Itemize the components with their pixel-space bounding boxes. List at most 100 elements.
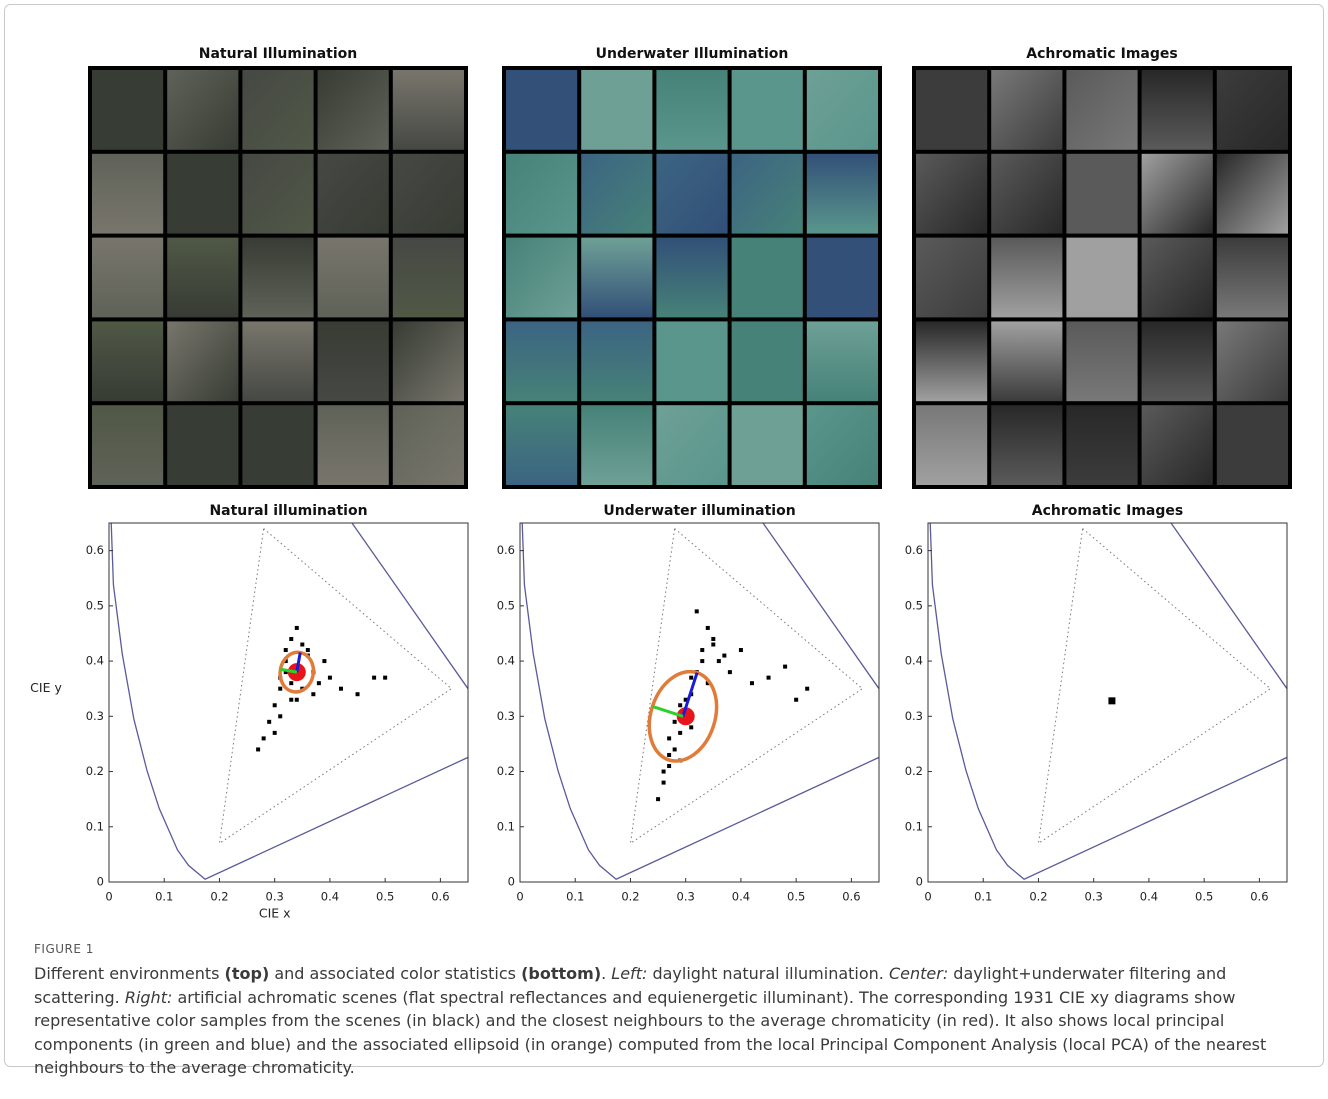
caption-run: (top) — [225, 964, 270, 983]
x-tick-label: 0.6 — [842, 890, 860, 904]
sample-point — [695, 609, 699, 613]
y-tick-label: 0.2 — [905, 764, 923, 778]
x-tick-label: 0 — [924, 890, 931, 904]
figure: Natural IlluminationUnderwater Illuminat… — [0, 0, 1328, 1099]
spectral-locus — [930, 523, 1328, 879]
image-tile — [393, 405, 464, 485]
caption-run: and associated color statistics — [269, 964, 521, 983]
sample-point — [295, 698, 299, 702]
sample-point — [1108, 697, 1115, 704]
image-tile — [506, 154, 577, 234]
x-tick-label: 0.6 — [431, 890, 449, 904]
plot — [930, 523, 1328, 879]
x-tick-label: 0 — [105, 890, 112, 904]
image-tile — [242, 321, 313, 401]
sample-point — [678, 703, 682, 707]
y-tick-label: 0.5 — [497, 598, 515, 612]
sample-point — [273, 703, 277, 707]
panel-title: Natural Illumination — [199, 46, 358, 62]
x-tick-label: 0.3 — [677, 890, 695, 904]
image-tile — [916, 154, 987, 234]
image-tile — [807, 238, 878, 318]
sample-point — [306, 648, 310, 652]
image-tile — [242, 238, 313, 318]
image-tile — [1217, 154, 1288, 234]
caption-run: Different environments — [34, 964, 225, 983]
image-tile — [506, 321, 577, 401]
image-tile — [581, 321, 652, 401]
image-tile — [916, 405, 987, 485]
image-tile — [1066, 70, 1137, 150]
image-tile — [916, 238, 987, 318]
caption-run: . — [601, 964, 611, 983]
image-tile — [167, 154, 238, 234]
x-tick-label: 0.6 — [1250, 890, 1268, 904]
x-tick-label: 0.3 — [1085, 890, 1103, 904]
image-tile — [732, 70, 803, 150]
image-tile — [167, 70, 238, 150]
image-tile — [506, 70, 577, 150]
image-tile — [807, 154, 878, 234]
y-tick-label: 0.4 — [905, 654, 923, 668]
image-tile — [1217, 405, 1288, 485]
spectral-locus — [1171, 523, 1287, 689]
sample-point — [656, 797, 660, 801]
y-tick-label: 0.3 — [497, 709, 515, 723]
sample-point — [783, 665, 787, 669]
x-axis-label: CIE x — [259, 906, 291, 921]
y-tick-label: 0 — [508, 875, 515, 889]
image-tile — [1142, 70, 1213, 150]
x-tick-label: 0.4 — [732, 890, 750, 904]
plot — [522, 523, 926, 879]
image-tile — [732, 154, 803, 234]
image-tile — [1217, 321, 1288, 401]
y-tick-label: 0.2 — [86, 764, 104, 778]
image-tile — [92, 238, 163, 318]
image-tile — [916, 321, 987, 401]
plot-box — [520, 523, 879, 882]
image-tile — [393, 321, 464, 401]
y-tick-label: 0.6 — [86, 543, 104, 557]
plot — [111, 523, 515, 879]
sample-point — [311, 692, 315, 696]
sample-point — [328, 676, 332, 680]
sample-point — [689, 676, 693, 680]
image-tile — [242, 154, 313, 234]
chart-title: Underwater illumination — [603, 503, 795, 519]
image-tile — [581, 70, 652, 150]
sample-point — [700, 659, 704, 663]
image-tile — [807, 321, 878, 401]
spectral-locus — [352, 523, 468, 689]
y-tick-label: 0.6 — [497, 543, 515, 557]
image-tile — [581, 405, 652, 485]
y-tick-label: 0.5 — [905, 598, 923, 612]
sample-point — [256, 747, 260, 751]
image-tile — [393, 154, 464, 234]
image-tile — [92, 154, 163, 234]
sample-point — [711, 637, 715, 641]
sample-point — [289, 681, 293, 685]
image-tile — [318, 321, 389, 401]
image-tile — [92, 70, 163, 150]
sample-point — [711, 643, 715, 647]
image-tile — [1066, 238, 1137, 318]
sample-point — [278, 714, 282, 718]
caption: FIGURE 1 Different environments (top) an… — [34, 942, 1296, 1080]
sample-point — [267, 720, 271, 724]
sample-point — [278, 687, 282, 691]
image-tile — [506, 238, 577, 318]
image-tile — [167, 321, 238, 401]
image-tile — [656, 70, 727, 150]
image-tile — [318, 70, 389, 150]
image-tile — [732, 321, 803, 401]
caption-label: FIGURE 1 — [34, 942, 1296, 956]
image-tile — [92, 321, 163, 401]
sample-point — [300, 643, 304, 647]
plot-box — [928, 523, 1287, 882]
sample-point — [767, 676, 771, 680]
x-tick-label: 0.4 — [1140, 890, 1158, 904]
panel-title: Achromatic Images — [1026, 46, 1177, 62]
y-tick-label: 0.3 — [905, 709, 923, 723]
sample-point — [372, 676, 376, 680]
image-tile — [1142, 238, 1213, 318]
